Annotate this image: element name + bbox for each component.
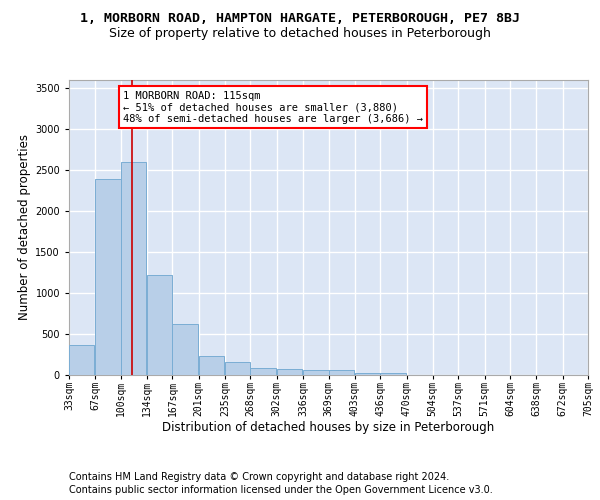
Bar [303,370,329,375]
Bar [225,362,250,375]
X-axis label: Distribution of detached houses by size in Peterborough: Distribution of detached houses by size … [163,422,494,434]
Y-axis label: Number of detached properties: Number of detached properties [18,134,31,320]
Bar [355,372,380,375]
Bar [277,369,302,375]
Bar [95,179,121,375]
Text: Contains public sector information licensed under the Open Government Licence v3: Contains public sector information licen… [69,485,493,495]
Text: 1 MORBORN ROAD: 115sqm
← 51% of detached houses are smaller (3,880)
48% of semi-: 1 MORBORN ROAD: 115sqm ← 51% of detached… [123,90,423,124]
Bar [329,370,354,375]
Bar [172,324,198,375]
Bar [121,162,146,375]
Bar [380,373,406,375]
Bar [250,368,276,375]
Bar [199,356,224,375]
Text: Contains HM Land Registry data © Crown copyright and database right 2024.: Contains HM Land Registry data © Crown c… [69,472,449,482]
Text: 1, MORBORN ROAD, HAMPTON HARGATE, PETERBOROUGH, PE7 8BJ: 1, MORBORN ROAD, HAMPTON HARGATE, PETERB… [80,12,520,26]
Bar [69,344,94,375]
Text: Size of property relative to detached houses in Peterborough: Size of property relative to detached ho… [109,28,491,40]
Bar [147,275,172,375]
